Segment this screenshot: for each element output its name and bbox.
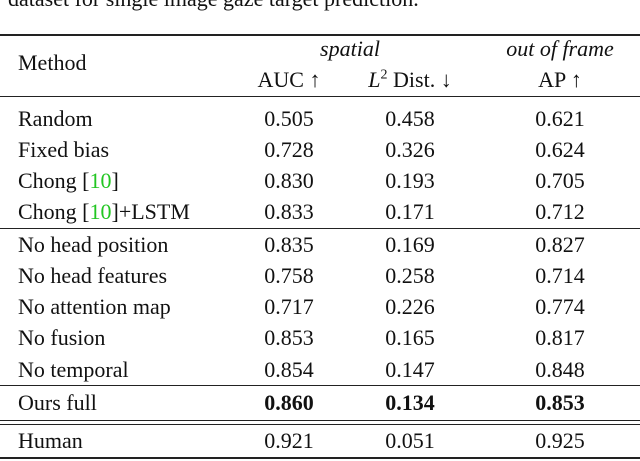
method-text: Chong [ — [18, 168, 90, 193]
l2-cell: 0.134 — [385, 390, 435, 415]
l2-cell: 0.169 — [385, 232, 435, 257]
method-cell: Human — [18, 428, 83, 453]
l2-cell: 0.458 — [385, 106, 435, 131]
ap-cell: 0.712 — [535, 199, 585, 224]
table-rule — [0, 228, 640, 229]
method-text: ] — [111, 168, 119, 193]
header-rule — [0, 96, 640, 97]
auc-cell: 0.921 — [264, 428, 314, 453]
l2-cell: 0.051 — [385, 428, 435, 453]
auc-cell: 0.833 — [264, 199, 314, 224]
method-cell: No attention map — [18, 294, 171, 319]
ap-cell: 0.705 — [535, 168, 585, 193]
ap-cell: 0.925 — [535, 428, 585, 453]
auc-cell: 0.505 — [264, 106, 314, 131]
auc-cell: 0.717 — [264, 294, 314, 319]
header-group-out-of-frame: out of frame — [506, 36, 614, 61]
ap-cell: 0.848 — [535, 357, 585, 382]
l2-cell: 0.165 — [385, 325, 435, 350]
ap-cell: 0.827 — [535, 232, 585, 257]
ap-cell: 0.853 — [535, 390, 585, 415]
header-method: Method — [18, 50, 87, 75]
l2-cell: 0.171 — [385, 199, 435, 224]
auc-cell: 0.728 — [264, 137, 314, 162]
ap-cell: 0.817 — [535, 325, 585, 350]
l2-superscript: 2 — [380, 67, 388, 83]
header-l2-dist: L2 Dist. ↓ — [350, 68, 470, 92]
table-rule — [0, 385, 640, 386]
header-auc: AUC ↑ — [257, 67, 321, 92]
table-rule — [0, 420, 640, 421]
ap-cell: 0.624 — [535, 137, 585, 162]
citation-link[interactable]: 10 — [89, 199, 112, 224]
ap-cell: 0.714 — [535, 263, 585, 288]
top-rule — [0, 34, 640, 36]
l2-cell: 0.147 — [385, 357, 435, 382]
l2-label: Dist. ↓ — [387, 67, 452, 92]
method-cell: Fixed bias — [18, 137, 110, 162]
table-rule — [0, 424, 640, 425]
l2-cell: 0.326 — [385, 137, 435, 162]
method-cell: No head features — [18, 263, 168, 288]
auc-cell: 0.830 — [264, 168, 314, 193]
auc-cell: 0.854 — [264, 357, 314, 382]
method-text: ]+LSTM — [111, 199, 190, 224]
l2-cell: 0.258 — [385, 263, 435, 288]
ap-cell: 0.621 — [535, 106, 585, 131]
method-cell: Chong [10]+LSTM — [18, 200, 190, 224]
auc-cell: 0.860 — [264, 390, 314, 415]
l2-cell: 0.226 — [385, 294, 435, 319]
l2-cell: 0.193 — [385, 168, 435, 193]
auc-cell: 0.835 — [264, 232, 314, 257]
ap-cell: 0.774 — [535, 294, 585, 319]
header-group-spatial: spatial — [320, 36, 380, 61]
header-ap: AP ↑ — [538, 67, 582, 92]
method-cell: Random — [18, 106, 93, 131]
citation-link[interactable]: 10 — [89, 168, 112, 193]
auc-cell: 0.853 — [264, 325, 314, 350]
l2-symbol: L — [368, 67, 381, 92]
table-rule — [0, 457, 640, 459]
method-cell: No fusion — [18, 325, 106, 350]
method-cell: No temporal — [18, 357, 129, 382]
method-cell: Ours full — [18, 390, 97, 415]
method-text: Chong [ — [18, 199, 90, 224]
method-cell: No head position — [18, 232, 169, 257]
auc-cell: 0.758 — [264, 263, 314, 288]
caption-fragment: dataset for single image gaze target pre… — [8, 0, 419, 12]
method-cell: Chong [10] — [18, 169, 119, 193]
